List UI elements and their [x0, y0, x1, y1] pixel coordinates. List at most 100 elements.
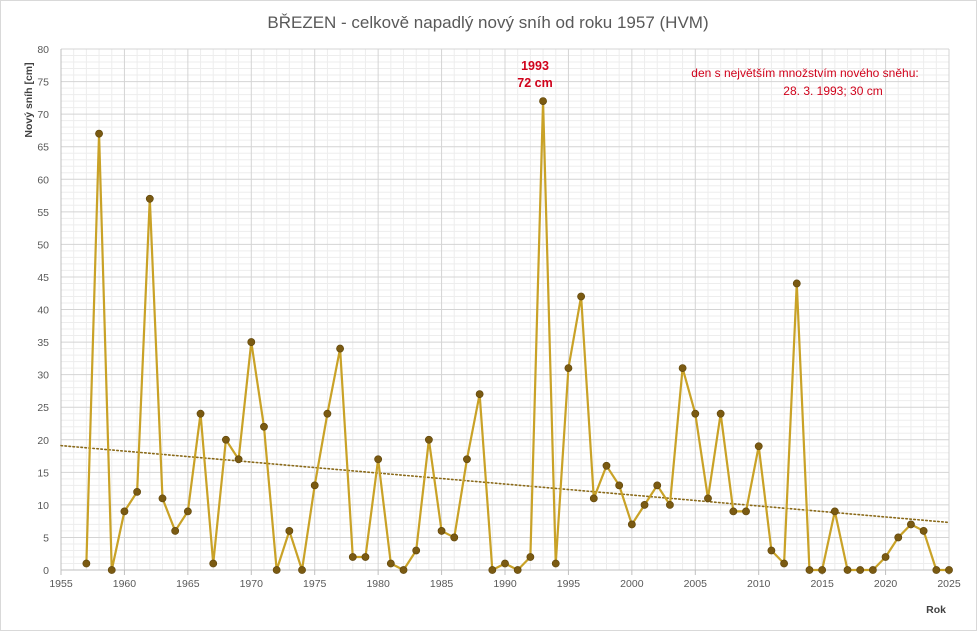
data-point	[577, 292, 586, 301]
y-tick-label: 0	[43, 565, 49, 577]
data-point	[805, 566, 814, 574]
data-point	[526, 553, 535, 561]
x-tick-label: 1990	[493, 578, 517, 590]
record-day-note-line2: 28. 3. 1993; 30 cm	[783, 84, 882, 98]
data-point	[133, 487, 142, 496]
data-point	[183, 507, 192, 516]
y-tick-label: 45	[37, 272, 49, 284]
y-tick-label: 70	[37, 109, 49, 121]
data-point	[539, 97, 547, 105]
data-point	[222, 435, 230, 444]
x-tick-labels: 1955 1960 1965 1970 1975 1980 1985 1990 1995 2000…	[49, 578, 961, 590]
data-point	[589, 494, 598, 503]
data-point	[348, 553, 357, 561]
data-point	[704, 494, 712, 503]
data-point	[399, 566, 408, 574]
x-tick-label: 2020	[874, 578, 898, 590]
y-tick-label: 80	[37, 44, 49, 56]
x-tick-label: 1980	[366, 578, 390, 590]
data-point	[158, 494, 167, 503]
linear-trendline	[60, 444, 950, 524]
y-tick-label: 60	[37, 174, 49, 186]
series-markers	[82, 97, 953, 574]
data-point	[780, 559, 788, 568]
data-point	[627, 520, 636, 529]
peak-value-annotation: 72 cm	[517, 76, 552, 90]
x-tick-label: 2000	[620, 578, 644, 590]
data-point	[107, 566, 116, 574]
data-point	[336, 344, 344, 353]
data-point	[615, 481, 624, 490]
data-point	[653, 481, 662, 490]
data-point	[298, 566, 306, 574]
data-point	[361, 553, 370, 561]
data-point	[450, 533, 459, 542]
data-point	[374, 455, 383, 464]
data-point	[310, 481, 319, 490]
y-tick-label: 30	[37, 370, 49, 382]
data-point	[323, 409, 332, 418]
data-point	[95, 129, 103, 138]
data-point	[792, 279, 801, 288]
data-point	[513, 566, 522, 574]
data-point	[196, 409, 205, 418]
data-point	[247, 338, 256, 346]
data-point	[932, 566, 941, 574]
data-point	[171, 527, 180, 535]
data-point	[716, 409, 725, 418]
data-point	[602, 461, 611, 470]
data-point	[501, 559, 509, 568]
data-point	[754, 442, 763, 451]
chart-title: BŘEZEN - celkově napadlý nový sníh od ro…	[267, 13, 708, 32]
data-point	[742, 507, 750, 516]
data-point	[640, 500, 649, 509]
data-point	[843, 566, 852, 574]
data-point	[285, 527, 294, 535]
y-tick-label: 55	[37, 207, 49, 219]
data-point	[881, 553, 890, 561]
y-tick-label: 75	[37, 77, 49, 89]
y-axis-label: Nový sníh [cm]	[23, 62, 35, 137]
data-point	[475, 390, 484, 399]
x-tick-label: 1965	[176, 578, 200, 590]
data-point	[209, 559, 218, 568]
data-point	[260, 422, 268, 431]
y-tick-label: 40	[37, 305, 49, 317]
y-tick-label: 65	[37, 142, 49, 154]
peak-year-annotation: 1993	[521, 59, 549, 73]
x-tick-label: 1955	[49, 578, 73, 590]
data-point	[666, 500, 674, 509]
data-point	[424, 435, 433, 444]
x-tick-label: 2025	[937, 578, 961, 590]
data-point	[551, 559, 560, 568]
data-point	[830, 507, 839, 516]
data-point	[412, 546, 421, 555]
y-tick-label: 10	[37, 500, 49, 512]
y-tick-label: 35	[37, 337, 49, 349]
x-tick-label: 2010	[747, 578, 771, 590]
x-axis-label: Rok	[926, 604, 946, 616]
data-point	[488, 566, 497, 574]
data-point	[678, 364, 687, 373]
data-point	[767, 546, 776, 555]
data-point	[945, 566, 953, 574]
data-point	[919, 527, 928, 535]
data-point	[856, 566, 865, 574]
data-point	[907, 520, 915, 529]
x-tick-label: 1995	[557, 578, 581, 590]
y-tick-label: 50	[37, 239, 49, 251]
data-point	[82, 559, 91, 568]
x-tick-label: 1960	[113, 578, 137, 590]
x-tick-label: 2005	[684, 578, 708, 590]
data-point	[234, 455, 243, 464]
x-tick-label: 1970	[240, 578, 264, 590]
data-point	[120, 507, 129, 516]
y-tick-label: 25	[37, 402, 49, 414]
data-point	[894, 533, 903, 542]
data-point	[564, 364, 573, 373]
data-point	[463, 455, 471, 464]
major-gridlines	[60, 48, 950, 571]
data-point	[272, 566, 281, 574]
x-tick-label: 2015	[810, 578, 834, 590]
